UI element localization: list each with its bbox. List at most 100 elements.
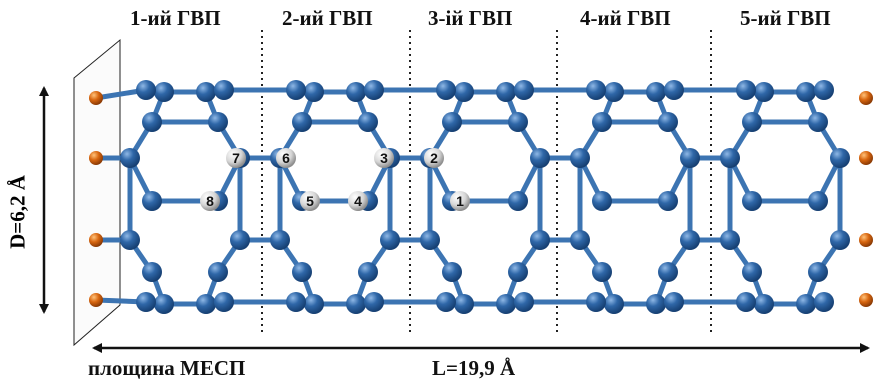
carbon-atom bbox=[830, 230, 850, 250]
atom-layer bbox=[89, 80, 873, 314]
carbon-atom bbox=[286, 292, 306, 312]
carbon-atom bbox=[508, 191, 528, 211]
carbon-atom bbox=[454, 294, 474, 314]
carbon-atom bbox=[514, 292, 534, 312]
carbon-atom bbox=[658, 262, 678, 282]
carbon-atom bbox=[196, 82, 216, 102]
carbon-atom bbox=[286, 80, 306, 100]
numbered-atom bbox=[276, 148, 296, 168]
carbon-atom bbox=[814, 292, 834, 312]
carbon-atom bbox=[754, 82, 774, 102]
carbon-atom bbox=[736, 80, 756, 100]
atom-number-label: 5 bbox=[306, 193, 314, 209]
carbon-atom bbox=[364, 80, 384, 100]
carbon-atom bbox=[358, 112, 378, 132]
atom-number-label: 2 bbox=[430, 150, 438, 166]
carbon-atom bbox=[454, 82, 474, 102]
carbon-atom bbox=[592, 262, 612, 282]
carbon-atom bbox=[142, 262, 162, 282]
numbered-atom bbox=[450, 191, 470, 211]
segment-dividers bbox=[261, 30, 712, 335]
carbon-atom bbox=[742, 262, 762, 282]
carbon-atom bbox=[120, 148, 140, 168]
numbered-atom bbox=[200, 191, 220, 211]
carbon-atom bbox=[154, 82, 174, 102]
carbon-atom bbox=[664, 292, 684, 312]
carbon-atom bbox=[304, 294, 324, 314]
atom-number-label: 3 bbox=[380, 150, 388, 166]
hydrogen-atom bbox=[89, 91, 103, 105]
carbon-atom bbox=[586, 292, 606, 312]
carbon-atom bbox=[442, 112, 462, 132]
carbon-atom bbox=[530, 148, 550, 168]
carbon-atom bbox=[436, 292, 456, 312]
carbon-atom bbox=[508, 262, 528, 282]
length-label: L=19,9 Å bbox=[432, 356, 516, 380]
hydrogen-atom bbox=[859, 151, 873, 165]
carbon-atom bbox=[442, 262, 462, 282]
mesp-plane bbox=[73, 38, 121, 347]
carbon-atom bbox=[814, 80, 834, 100]
carbon-atom bbox=[720, 230, 740, 250]
carbon-atom bbox=[346, 294, 366, 314]
carbon-atom bbox=[530, 230, 550, 250]
carbon-atom bbox=[830, 148, 850, 168]
carbon-atom bbox=[358, 262, 378, 282]
carbon-atom bbox=[808, 262, 828, 282]
carbon-atom bbox=[230, 230, 250, 250]
carbon-atom bbox=[742, 112, 762, 132]
carbon-atom bbox=[570, 230, 590, 250]
carbon-atom bbox=[214, 292, 234, 312]
carbon-atom bbox=[196, 294, 216, 314]
atom-number-label: 1 bbox=[456, 193, 464, 209]
atom-number-layer: 1 2 3 4 5 6 7 8 bbox=[200, 148, 470, 211]
carbon-atom bbox=[658, 191, 678, 211]
segment-label-5: 5-ий ГВП bbox=[740, 6, 831, 30]
carbon-atom bbox=[680, 230, 700, 250]
hydrogen-atom bbox=[89, 151, 103, 165]
carbon-atom bbox=[658, 112, 678, 132]
carbon-atom bbox=[136, 80, 156, 100]
segment-label-2: 2-ий ГВП bbox=[282, 6, 373, 30]
hydrogen-atom bbox=[859, 91, 873, 105]
carbon-atom bbox=[604, 82, 624, 102]
carbon-atom bbox=[214, 80, 234, 100]
carbon-atom bbox=[208, 262, 228, 282]
carbon-atom bbox=[508, 112, 528, 132]
carbon-atom bbox=[380, 230, 400, 250]
hydrogen-atom bbox=[89, 293, 103, 307]
carbon-atom bbox=[592, 191, 612, 211]
atom-number-label: 7 bbox=[232, 150, 240, 166]
carbon-atom bbox=[592, 112, 612, 132]
carbon-atom bbox=[304, 82, 324, 102]
carbon-atom bbox=[808, 191, 828, 211]
carbon-atom bbox=[646, 82, 666, 102]
carbon-atom bbox=[514, 80, 534, 100]
hydrogen-atom bbox=[859, 293, 873, 307]
carbon-atom bbox=[796, 82, 816, 102]
numbered-atom bbox=[424, 148, 444, 168]
carbon-atom bbox=[292, 112, 312, 132]
carbon-atom bbox=[570, 148, 590, 168]
segment-label-1: 1-ий ГВП bbox=[130, 6, 221, 30]
carbon-atom bbox=[736, 292, 756, 312]
carbon-atom bbox=[142, 191, 162, 211]
carbon-atom bbox=[364, 292, 384, 312]
carbon-atom bbox=[646, 294, 666, 314]
carbon-atom bbox=[496, 294, 516, 314]
numbered-atom bbox=[226, 148, 246, 168]
numbered-atom bbox=[374, 148, 394, 168]
hydrogen-atom bbox=[89, 233, 103, 247]
plane-label: площина МЕСП bbox=[88, 356, 246, 380]
atom-number-label: 4 bbox=[354, 193, 362, 209]
carbon-atom bbox=[680, 148, 700, 168]
carbon-atom bbox=[604, 294, 624, 314]
carbon-atom bbox=[154, 294, 174, 314]
carbon-atom bbox=[346, 82, 366, 102]
numbered-atom bbox=[348, 191, 368, 211]
hydrogen-atom bbox=[859, 233, 873, 247]
carbon-atom bbox=[664, 80, 684, 100]
atom-number-label: 6 bbox=[282, 150, 290, 166]
carbon-atom bbox=[720, 148, 740, 168]
